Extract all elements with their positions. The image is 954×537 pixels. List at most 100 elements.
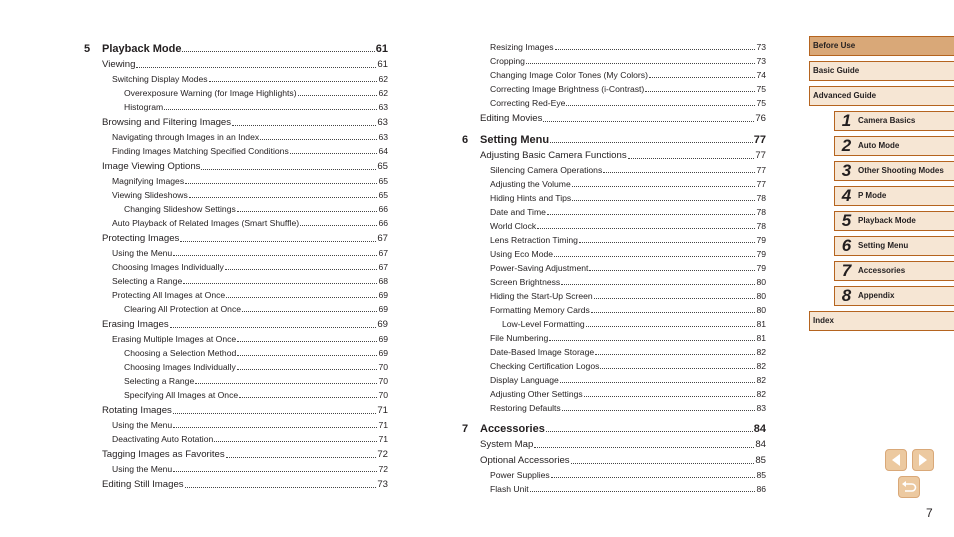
toc-entry-link[interactable]: Flash Unit 86	[462, 482, 766, 496]
toc-entry-link[interactable]: Rotating Images 71	[84, 404, 388, 418]
toc-entry-link[interactable]: Finding Images Matching Specified Condit…	[84, 144, 388, 158]
toc-entry-link[interactable]: Browsing and Filtering Images 63	[84, 116, 388, 130]
sidebar-tab-accessories[interactable]: 7 Accessories	[834, 261, 954, 281]
toc-entry-link[interactable]: Histogram 63	[84, 100, 388, 114]
toc-entry-link[interactable]: Screen Brightness 80	[462, 275, 766, 289]
entry-title: Flash Unit	[490, 484, 529, 494]
entry-title: Erasing Images	[102, 319, 169, 330]
toc-entry-link[interactable]: Restoring Defaults 83	[462, 401, 766, 415]
page-ref: 72	[378, 464, 388, 474]
sidebar-tab-basic-guide[interactable]: Basic Guide	[809, 61, 954, 81]
toc-entry-link[interactable]: Viewing 61	[84, 58, 388, 72]
toc-entry-link[interactable]: Switching Display Modes 62	[84, 72, 388, 86]
return-button[interactable]	[898, 476, 920, 498]
dot-leader	[561, 410, 756, 411]
toc-entry-link[interactable]: Overexposure Warning (for Image Highligh…	[84, 86, 388, 100]
toc-entry-link[interactable]: World Clock 78	[462, 219, 766, 233]
toc-entry-link[interactable]: Using the Menu 72	[84, 462, 388, 476]
toc-entry-link[interactable]: Adjusting the Volume 77	[462, 177, 766, 191]
toc-entry-link[interactable]: Adjusting Other Settings 82	[462, 387, 766, 401]
toc-entry-link[interactable]: Protecting Images 67	[84, 232, 388, 246]
toc-entry-link[interactable]: Editing Movies 76	[462, 112, 766, 126]
page-ref: 62	[378, 74, 388, 84]
toc-entry-link[interactable]: System Map 84	[462, 438, 766, 452]
toc-entry-link[interactable]: Erasing Images 69	[84, 318, 388, 332]
toc-entry-link[interactable]: Navigating through Images in an Index 63	[84, 130, 388, 144]
page-number: 7	[926, 506, 933, 520]
page-ref: 67	[377, 233, 388, 244]
toc-entry-link[interactable]: Using the Menu 67	[84, 246, 388, 260]
next-page-button[interactable]	[912, 449, 934, 471]
toc-entry-link[interactable]: Formatting Memory Cards 80	[462, 303, 766, 317]
toc-entry-link[interactable]: Changing Slideshow Settings 66	[84, 202, 388, 216]
toc-entry-link[interactable]: Selecting a Range 68	[84, 274, 388, 288]
toc-entry-link[interactable]: Lens Retraction Timing 79	[462, 233, 766, 247]
toc-entry-link[interactable]: Correcting Red-Eye 75	[462, 96, 766, 110]
toc-chapter-link[interactable]: 5 Playback Mode 61	[84, 40, 388, 56]
toc-entry-link[interactable]: Optional Accessories 85	[462, 454, 766, 468]
sidebar-tab-index[interactable]: Index	[809, 311, 954, 331]
toc-entry-link[interactable]: Power-Saving Adjustment 79	[462, 261, 766, 275]
toc-entry-link[interactable]: Editing Still Images 73	[84, 478, 388, 492]
toc-entry-link[interactable]: Magnifying Images 65	[84, 174, 388, 188]
toc-entry-link[interactable]: Low-Level Formatting 81	[462, 317, 766, 331]
chapter-number: 7	[462, 423, 469, 435]
chapter-number: 7	[841, 261, 852, 280]
sidebar-tab-setting-menu[interactable]: 6 Setting Menu	[834, 236, 954, 256]
entry-title: Cropping	[490, 56, 525, 66]
toc-entry-link[interactable]: Adjusting Basic Camera Functions 77	[462, 149, 766, 163]
page-ref: 80	[756, 305, 766, 315]
toc-entry-link[interactable]: Choosing a Selection Method 69	[84, 346, 388, 360]
sidebar-tab-auto-mode[interactable]: 2 Auto Mode	[834, 136, 954, 156]
toc-entry-link[interactable]: Resizing Images 73	[462, 40, 766, 54]
sidebar-tab-advanced-guide[interactable]: Advanced Guide	[809, 86, 954, 106]
toc-entry-link[interactable]: Using the Menu 71	[84, 418, 388, 432]
toc-entry-link[interactable]: Protecting All Images at Once 69	[84, 288, 388, 302]
sidebar-tab-p-mode[interactable]: 4 P Mode	[834, 186, 954, 206]
toc-entry-link[interactable]: Auto Playback of Related Images (Smart S…	[84, 216, 388, 230]
toc-entry-link[interactable]: Hiding the Start-Up Screen 80	[462, 289, 766, 303]
toc-entry-link[interactable]: Date and Time 78	[462, 205, 766, 219]
toc-chapter-link[interactable]: 6 Setting Menu 77	[462, 131, 766, 147]
toc-entry-link[interactable]: Cropping 73	[462, 54, 766, 68]
toc-entry-link[interactable]: Changing Image Color Tones (My Colors) 74	[462, 68, 766, 82]
dot-leader	[578, 242, 756, 243]
entry-title: Browsing and Filtering Images	[102, 117, 232, 128]
toc-entry-link[interactable]: Silencing Camera Operations 77	[462, 163, 766, 177]
toc-chapter-link[interactable]: 7 Accessories 84	[462, 420, 766, 436]
toc-entry-link[interactable]: Correcting Image Brightness (i-Contrast)…	[462, 82, 766, 96]
dot-leader	[300, 225, 378, 226]
page-ref: 65	[378, 190, 388, 200]
toc-entry-link[interactable]: Using Eco Mode 79	[462, 247, 766, 261]
toc-entry-link[interactable]: Checking Certification Logos 82	[462, 359, 766, 373]
toc-entry-link[interactable]: Hiding Hints and Tips 78	[462, 191, 766, 205]
sidebar-tab-before-use[interactable]: Before Use	[809, 36, 954, 56]
sidebar-tab-camera-basics[interactable]: 1 Camera Basics	[834, 111, 954, 131]
toc-entry-link[interactable]: Specifying All Images at Once 70	[84, 388, 388, 402]
page-ref: 71	[378, 420, 388, 430]
toc-entry-link[interactable]: Power Supplies 85	[462, 468, 766, 482]
toc-entry-link[interactable]: Selecting a Range 70	[84, 374, 388, 388]
sidebar-tab-appendix[interactable]: 8 Appendix	[834, 286, 954, 306]
sidebar-tab-other-shooting-modes[interactable]: 3 Other Shooting Modes	[834, 161, 954, 181]
entry-title: Low-Level Formatting	[502, 319, 585, 329]
toc-entry-link[interactable]: Deactivating Auto Rotation 71	[84, 432, 388, 446]
toc-entry-link[interactable]: Display Language 82	[462, 373, 766, 387]
toc-entry-link[interactable]: Erasing Multiple Images at Once 69	[84, 332, 388, 346]
toc-entry-link[interactable]: Choosing Images Individually 67	[84, 260, 388, 274]
dot-leader	[237, 341, 378, 342]
entry-title: Power-Saving Adjustment	[490, 263, 589, 273]
dot-leader	[188, 197, 378, 198]
prev-page-button[interactable]	[885, 449, 907, 471]
toc-entry-link[interactable]: Clearing All Protection at Once 69	[84, 302, 388, 316]
toc-entry-link[interactable]: Viewing Slideshows 65	[84, 188, 388, 202]
toc-entry-link[interactable]: Image Viewing Options 65	[84, 160, 388, 174]
toc-entry-link[interactable]: Choosing Images Individually 70	[84, 360, 388, 374]
dot-leader	[561, 284, 756, 285]
sidebar-tab-playback-mode[interactable]: 5 Playback Mode	[834, 211, 954, 231]
toc-entry-link[interactable]: Tagging Images as Favorites 72	[84, 448, 388, 462]
toc-entry-link[interactable]: Date-Based Image Storage 82	[462, 345, 766, 359]
toc-entry-link[interactable]: File Numbering 81	[462, 331, 766, 345]
chapter-number: 5	[84, 43, 91, 55]
entry-title: Checking Certification Logos	[490, 361, 600, 371]
